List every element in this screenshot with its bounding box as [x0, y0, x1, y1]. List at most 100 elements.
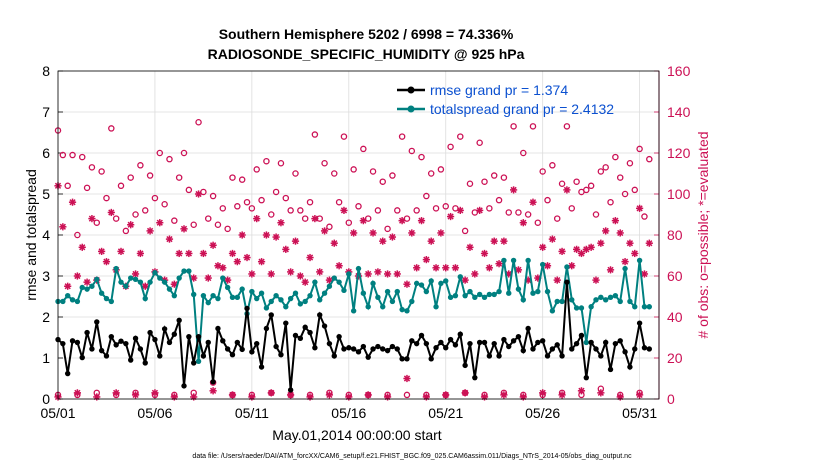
rmse-point	[254, 340, 260, 347]
evaluated-count-marker-low	[325, 391, 334, 399]
rmse-point	[515, 333, 522, 340]
evaluated-count-marker	[277, 219, 285, 227]
rmse-point	[598, 353, 604, 359]
y-right-tick-label: 160	[667, 63, 691, 79]
evaluated-count-marker-low	[112, 389, 120, 397]
evaluated-count-marker	[291, 237, 300, 245]
rmse-point	[476, 339, 483, 346]
rmse-point	[234, 339, 241, 346]
evaluated-count-marker	[243, 253, 251, 262]
rmse-point	[113, 342, 119, 348]
rmse-point	[191, 360, 197, 366]
rmse-point	[341, 346, 347, 352]
possible-count-marker	[195, 119, 202, 126]
rmse-point	[583, 374, 589, 381]
evaluated-count-marker	[59, 223, 67, 231]
possible-count-marker	[568, 205, 576, 212]
totalspread-point	[501, 257, 507, 264]
rmse-point	[632, 346, 638, 352]
rmse-point	[186, 333, 192, 340]
evaluated-count-marker	[645, 239, 653, 247]
evaluated-count-marker	[180, 225, 188, 233]
totalspread-point	[326, 283, 333, 289]
evaluated-count-marker	[427, 237, 435, 245]
possible-count-marker	[626, 159, 634, 167]
evaluated-count-marker	[539, 243, 547, 251]
possible-count-marker	[476, 139, 483, 146]
rmse-point	[409, 338, 415, 344]
evaluated-count-marker	[98, 247, 106, 255]
evaluated-count-marker-low	[422, 393, 430, 401]
evaluated-count-marker	[364, 270, 372, 278]
evaluated-count-marker	[471, 270, 479, 278]
totalspread-point	[520, 297, 526, 303]
evaluated-count-marker-low	[539, 389, 547, 397]
totalspread-point	[297, 301, 304, 307]
possible-count-marker	[214, 221, 222, 228]
possible-count-marker	[515, 209, 522, 216]
possible-count-marker	[524, 211, 532, 218]
totalspread-point	[423, 288, 430, 295]
y-tick-label: 2	[42, 309, 50, 325]
evaluated-count-marker-low	[228, 391, 237, 399]
totalspread-point	[486, 291, 493, 298]
evaluated-count-marker	[616, 229, 624, 237]
y-right-tick-label: 80	[667, 227, 683, 243]
totalspread-point	[336, 279, 342, 285]
totalspread-point	[646, 304, 653, 310]
totalspread-point	[74, 298, 81, 305]
totalspread-point	[258, 290, 265, 296]
totalspread-point	[191, 291, 197, 298]
totalspread-point	[220, 275, 226, 281]
possible-count-marker	[141, 207, 149, 214]
chart-title: Southern Hemisphere 5202 / 6998 = 74.336…	[219, 26, 514, 42]
totalspread-point	[273, 292, 279, 299]
possible-count-marker	[103, 194, 110, 202]
totalspread-point	[229, 294, 236, 301]
possible-count-marker	[156, 149, 164, 157]
totalspread-point	[360, 290, 367, 296]
totalspread-point	[215, 295, 221, 302]
evaluated-count-marker-low	[73, 389, 81, 397]
evaluated-count-marker-low	[383, 393, 392, 401]
totalspread-point	[375, 294, 381, 301]
possible-count-marker	[563, 123, 571, 130]
totalspread-point	[350, 308, 357, 314]
evaluated-count-marker	[131, 270, 140, 278]
possible-count-marker	[389, 172, 396, 179]
evaluated-count-marker	[248, 270, 256, 278]
totalspread-point	[447, 294, 454, 301]
rmse-point	[413, 340, 420, 347]
data-file-footer: data file: /Users/raeder/DAI/ATM_forcXX/…	[192, 453, 632, 460]
possible-count-marker	[112, 215, 120, 222]
rmse-point	[89, 346, 95, 352]
evaluated-count-marker	[413, 264, 421, 272]
evaluated-count-marker	[640, 270, 649, 278]
totalspread-point	[123, 283, 129, 289]
possible-count-marker	[272, 188, 280, 196]
rmse-point	[404, 356, 410, 362]
y-tick-label: 0	[42, 391, 50, 407]
totalspread-point	[380, 304, 386, 310]
rmse-point	[491, 340, 497, 347]
rmse-point	[641, 345, 648, 351]
legend: rmse grand pr = 1.374 totalspread grand …	[397, 82, 614, 117]
evaluated-count-marker	[495, 260, 503, 268]
possible-count-marker	[408, 147, 416, 155]
evaluated-count-marker	[73, 272, 81, 280]
rmse-point	[84, 329, 90, 336]
evaluated-count-marker	[301, 278, 309, 286]
possible-count-marker	[243, 198, 251, 206]
evaluated-count-marker	[631, 249, 639, 258]
possible-count-marker	[69, 151, 76, 159]
rmse-point	[346, 345, 352, 351]
legend-rmse-label: rmse grand pr = 1.374	[430, 82, 568, 98]
y-right-tick-label: 60	[667, 268, 683, 284]
rmse-point	[438, 339, 444, 346]
rmse-point	[79, 354, 85, 361]
totalspread-point	[302, 298, 308, 305]
possible-count-marker	[466, 180, 474, 187]
rmse-point	[215, 325, 221, 332]
possible-count-marker	[437, 166, 445, 173]
possible-count-marker	[98, 168, 105, 175]
